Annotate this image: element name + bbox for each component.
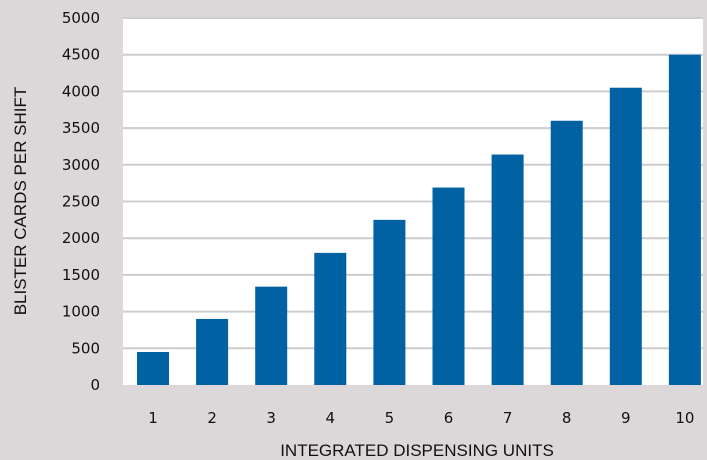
y-tick-label: 4000 [62, 82, 100, 100]
y-axis-ticks: 0 500 1000 1500 2000 2500 3000 3500 4000 4500 5000 [62, 9, 100, 394]
bar-6 [432, 187, 465, 385]
x-tick-label: 7 [503, 409, 513, 427]
bar-9 [609, 87, 642, 385]
bar-8 [550, 120, 583, 385]
x-tick-label: 10 [675, 409, 694, 427]
bar-5 [373, 219, 406, 385]
bar-2 [196, 318, 229, 385]
bar-7 [491, 154, 524, 385]
x-tick-label: 4 [326, 409, 336, 427]
bar-1 [137, 351, 169, 385]
x-tick-label: 1 [148, 409, 158, 427]
y-tick-label: 4500 [62, 46, 100, 64]
y-tick-label: 2500 [62, 193, 100, 211]
x-tick-label: 3 [266, 409, 276, 427]
y-tick-label: 5000 [62, 9, 100, 27]
x-axis-ticks: 1 2 3 4 5 6 7 8 9 10 [148, 409, 694, 427]
y-tick-label: 1500 [62, 266, 100, 284]
y-tick-label: 1000 [62, 303, 100, 321]
bar-10 [668, 54, 701, 385]
x-tick-label: 2 [207, 409, 217, 427]
bar-4 [314, 252, 347, 385]
x-axis-title: INTEGRATED DISPENSING UNITS [280, 441, 554, 460]
gridlines [123, 17, 703, 350]
x-tick-label: 9 [621, 409, 631, 427]
bar-3 [255, 286, 288, 385]
y-tick-label: 500 [71, 339, 100, 357]
y-axis-title: BLISTER CARDS PER SHIFT [11, 87, 30, 316]
y-tick-label: 3500 [62, 119, 100, 137]
y-tick-label: 0 [90, 376, 100, 394]
y-tick-label: 2000 [62, 229, 100, 247]
bars [137, 54, 701, 385]
x-tick-label: 5 [385, 409, 395, 427]
y-tick-label: 3000 [62, 156, 100, 174]
x-tick-label: 8 [562, 409, 572, 427]
x-tick-label: 6 [444, 409, 454, 427]
